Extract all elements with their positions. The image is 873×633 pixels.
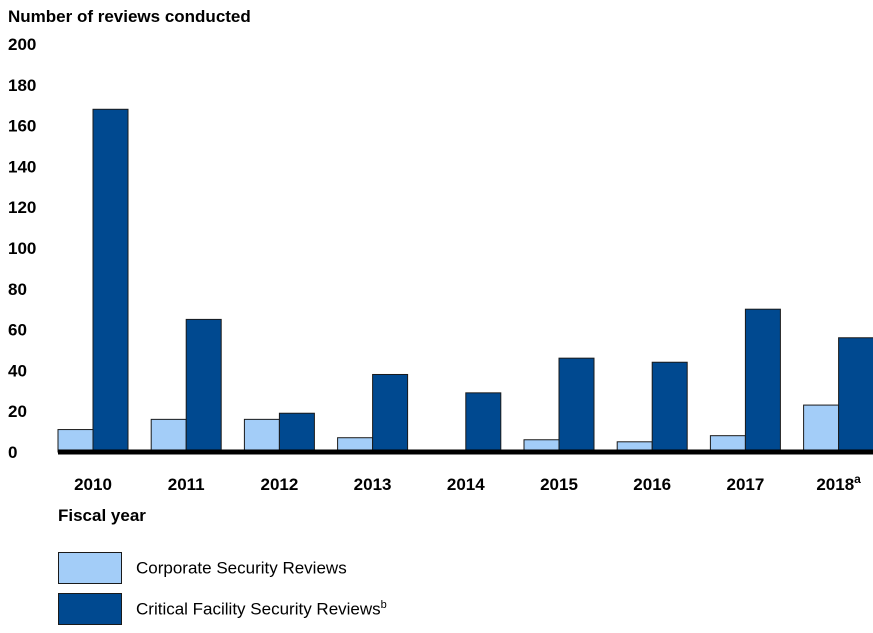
y-tick-label: 140 xyxy=(8,157,36,176)
bars xyxy=(57,108,873,453)
legend-label-critical-facility: Critical Facility Security Reviewsb xyxy=(136,598,387,619)
bar-corporate xyxy=(243,418,280,453)
bar-critical-facility xyxy=(744,308,781,453)
x-axis-ticks: 2010 2011 2012 2013 2014 2015 2016 2017 2018a xyxy=(74,472,861,494)
x-tick-label: 2014 xyxy=(447,475,485,494)
x-tick-label: 2011 xyxy=(168,475,205,494)
legend: Corporate Security Reviews Critical Faci… xyxy=(58,551,387,633)
y-tick-label: 100 xyxy=(8,239,36,258)
y-tick-label: 40 xyxy=(8,361,27,380)
bar-corporate xyxy=(57,429,94,453)
y-axis-ticks: 0 20 40 60 80 100 120 140 160 180 200 xyxy=(8,35,36,462)
y-tick-label: 200 xyxy=(8,35,36,54)
bar-critical-facility xyxy=(278,412,315,453)
y-axis-title: Number of reviews conducted xyxy=(8,7,251,26)
bar-critical-facility xyxy=(92,108,129,453)
x-tick-label: 2018a xyxy=(816,472,861,494)
bar-critical-facility xyxy=(651,361,688,453)
x-tick-label: 2013 xyxy=(354,475,392,494)
y-tick-label: 160 xyxy=(8,117,36,136)
y-tick-label: 60 xyxy=(8,321,27,340)
x-tick-label: 2010 xyxy=(74,475,112,494)
x-tick-label: 2015 xyxy=(540,475,578,494)
y-tick-label: 20 xyxy=(8,402,27,421)
x-tick-label: 2016 xyxy=(633,475,671,494)
x-axis-title: Fiscal year xyxy=(58,506,146,525)
bar-corporate xyxy=(150,418,187,453)
y-tick-label: 80 xyxy=(8,280,27,299)
legend-label-corporate: Corporate Security Reviews xyxy=(136,558,347,578)
bar-critical-facility xyxy=(558,357,595,453)
legend-item-corporate: Corporate Security Reviews xyxy=(58,551,387,585)
y-tick-label: 180 xyxy=(8,76,36,95)
bar-critical-facility xyxy=(465,392,502,453)
legend-swatch-critical-facility xyxy=(58,593,122,625)
bar-critical-facility xyxy=(838,337,873,453)
x-tick-label: 2017 xyxy=(726,475,764,494)
bar-critical-facility xyxy=(372,373,409,453)
y-tick-label: 120 xyxy=(8,198,36,217)
x-tick-label: 2012 xyxy=(260,475,298,494)
bar-critical-facility xyxy=(185,318,222,453)
bar-corporate xyxy=(803,404,840,453)
legend-item-critical-facility: Critical Facility Security Reviewsb xyxy=(58,592,387,626)
legend-swatch-corporate xyxy=(58,552,122,584)
y-tick-label: 0 xyxy=(8,443,17,462)
